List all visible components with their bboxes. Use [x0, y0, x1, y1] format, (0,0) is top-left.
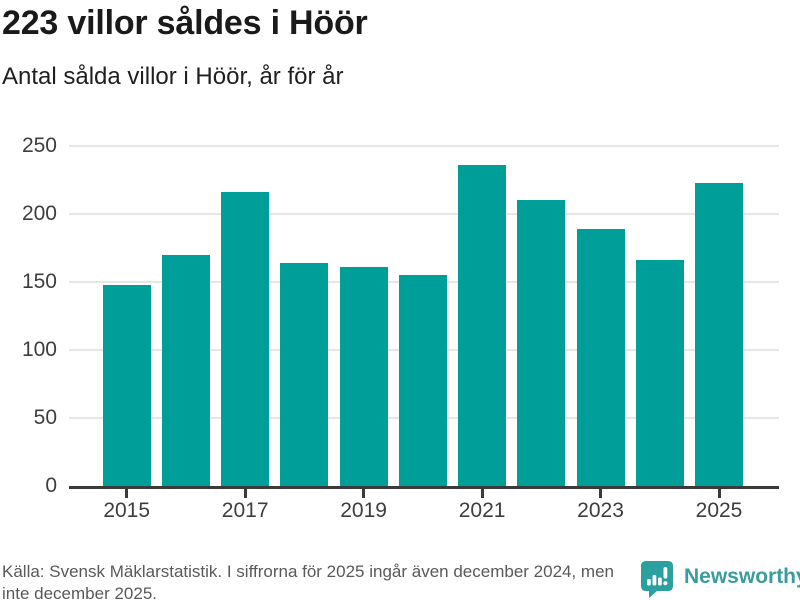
x-tick-label-2021: 2021	[458, 499, 506, 522]
bar-2020	[398, 275, 447, 486]
x-tick-2019	[362, 489, 366, 498]
x-tick-2025	[717, 489, 721, 498]
bar-2024	[635, 260, 684, 486]
bar-2015	[102, 284, 151, 486]
x-tick-label-2015: 2015	[103, 499, 151, 522]
x-tick-2023	[599, 489, 603, 498]
bar-2025	[695, 182, 743, 486]
bar-2023	[576, 229, 625, 486]
gridline-200	[69, 213, 779, 215]
chart-title: 223 villor såldes i Höör	[2, 4, 368, 42]
gridline-250	[69, 145, 779, 147]
newsworthy-logo-icon	[641, 561, 673, 598]
y-tick-label-250: 250	[21, 134, 57, 157]
bar-2017	[221, 192, 270, 486]
chart-subtitle: Antal sålda villor i Höör, år för år	[2, 63, 344, 90]
source-line-2: inte december 2025.	[2, 584, 157, 600]
x-tick-2017	[243, 489, 247, 498]
y-tick-label-150: 150	[21, 270, 57, 293]
bar-2016	[161, 254, 210, 486]
x-tick-label-2019: 2019	[340, 499, 387, 522]
y-tick-label-200: 200	[21, 202, 57, 225]
plot-area: 2015 2017 2019 2021 2023 2025	[69, 145, 779, 522]
x-tick-label-2025: 2025	[695, 499, 743, 522]
source-text: Källa: Svensk Mäklarstatistik. I siffror…	[2, 561, 642, 600]
x-tick-label-2017: 2017	[221, 499, 269, 522]
x-axis-line	[69, 486, 779, 489]
bar-2019	[339, 267, 388, 486]
y-tick-label-100: 100	[21, 338, 57, 361]
x-tick-2015	[125, 489, 129, 498]
bar-2018	[280, 263, 329, 486]
y-tick-label-0: 0	[45, 474, 57, 497]
bar-2021	[458, 165, 507, 486]
y-tick-label-50: 50	[33, 406, 57, 429]
x-tick-2021	[480, 489, 484, 498]
x-tick-label-2023: 2023	[577, 499, 624, 522]
bar-2022	[517, 200, 566, 486]
y-axis: 0 50 100 150 200 250	[0, 135, 57, 497]
newsworthy-logo[interactable]: Newsworthy	[640, 560, 800, 598]
source-line-1: Källa: Svensk Mäklarstatistik. I siffror…	[2, 562, 614, 581]
newsworthy-logo-text: Newsworthy	[684, 565, 800, 588]
